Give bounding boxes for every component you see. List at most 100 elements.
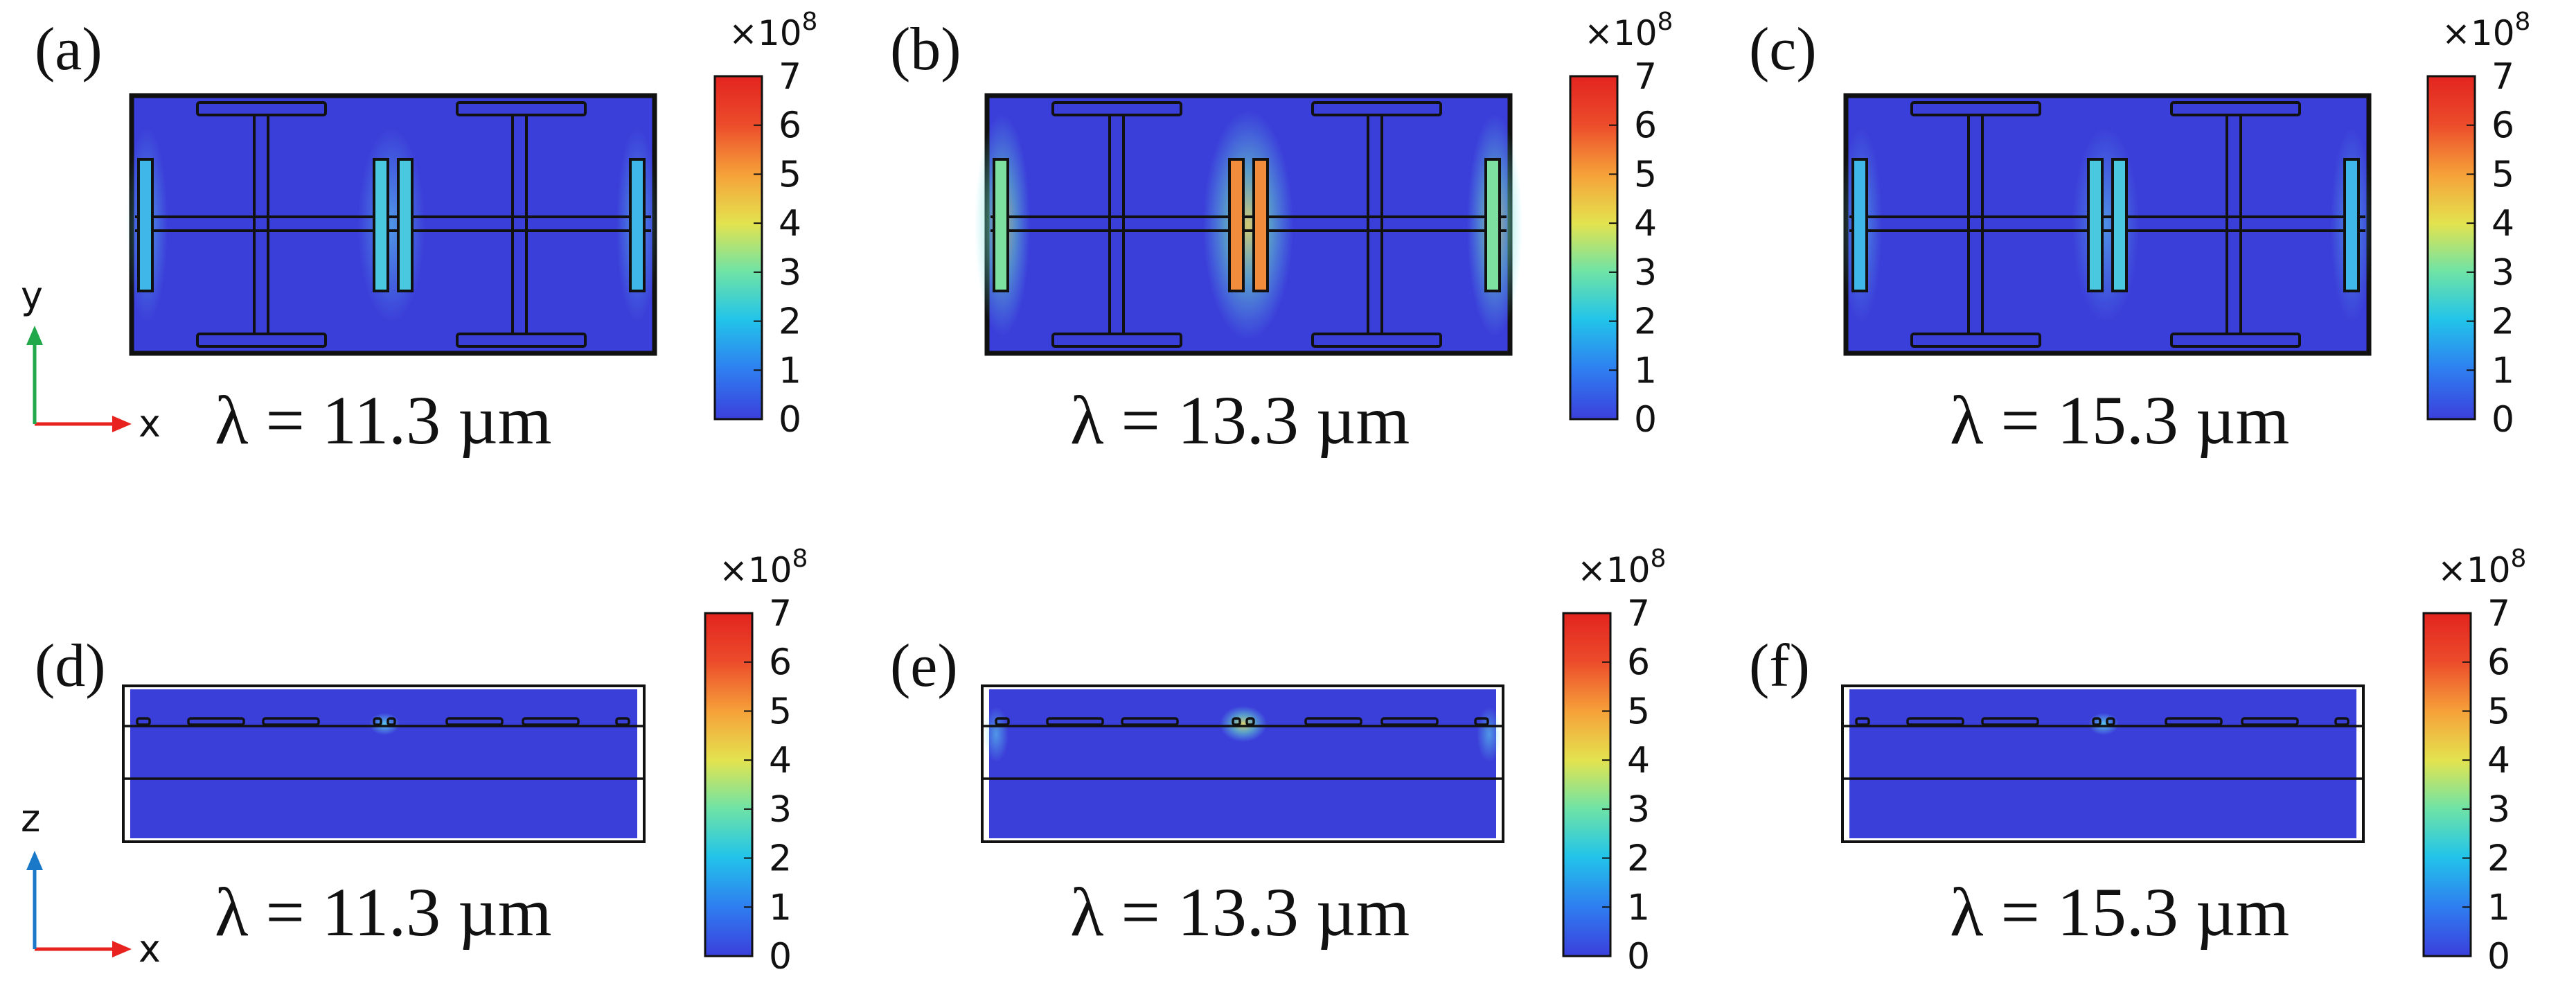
panel-label-e: (e) — [890, 633, 958, 700]
colorbar-gradient — [704, 612, 754, 957]
colorbar-tick-label: 5 — [769, 691, 792, 732]
colorbar-tick-label: 3 — [779, 252, 801, 294]
colorbar-tick-label: 6 — [1634, 105, 1657, 147]
colorbar: 0 1 2 3 4 5 6 7×108 — [713, 8, 817, 441]
colorbar-tick-label: 6 — [769, 642, 792, 684]
colorbar-tick-label: 5 — [779, 154, 801, 195]
slot-resonators — [1851, 158, 2360, 292]
resonator-outline — [1849, 101, 2365, 348]
field-glow — [1203, 111, 1293, 339]
colorbar-tick-label: 4 — [1634, 203, 1657, 245]
colorbar-tick-label: 1 — [2491, 350, 2514, 391]
colorbar-tick-label: 1 — [2487, 887, 2510, 928]
panel-label-b: (b) — [890, 16, 961, 83]
x-axis-letter: x — [139, 927, 161, 971]
field-glow — [984, 707, 1009, 762]
colorbar-tick-label: 7 — [1634, 56, 1657, 98]
colorbar-tick-label: 6 — [1627, 642, 1650, 684]
field-map-xz-d — [130, 689, 637, 838]
colorbar-gradient — [2426, 75, 2476, 421]
colorbar-tick-label: 5 — [1634, 154, 1657, 195]
colorbar-gradient — [713, 75, 763, 421]
x-arrow-head-icon — [112, 941, 132, 957]
z-axis-letter: z — [21, 797, 40, 840]
colorbar-tick-label: 1 — [1627, 887, 1650, 928]
z-arrow-head-icon — [26, 851, 43, 870]
colorbar-gradient — [1562, 612, 1612, 957]
colorbar-tick-label: 7 — [779, 56, 801, 98]
x-arrow-head-icon — [112, 416, 132, 432]
wavelength-label-f: λ = 15.3 µm — [1950, 874, 2289, 951]
resonator-outline — [991, 101, 1507, 348]
colorbar-tick-label: 2 — [2491, 301, 2514, 343]
colorbar: 0 1 2 3 4 5 6 7×108 — [1562, 545, 1666, 978]
resonator-outline — [135, 101, 651, 348]
colorbar-tick-label: 0 — [769, 936, 792, 978]
colorbar-tick-label: 4 — [769, 740, 792, 781]
colorbar-tick-label: 0 — [1634, 399, 1657, 441]
colorbar-exponent: 8 — [1651, 545, 1667, 573]
colorbar-tick-label: 1 — [779, 350, 801, 391]
colorbar-gradient — [2422, 612, 2472, 957]
field-glow — [2072, 128, 2139, 322]
y-axis-letter: y — [21, 274, 43, 317]
layer-interfaces — [982, 717, 1503, 780]
colorbar-multiplier: ×108 — [2442, 8, 2530, 53]
colorbar-tick-label: 4 — [1627, 740, 1650, 781]
colorbar-multiplier: ×108 — [1584, 8, 1673, 53]
axis-indicator-xz: x z — [21, 797, 161, 971]
colorbar-tick-label: 5 — [2487, 691, 2510, 732]
wavelength-label-a: λ = 11.3 µm — [215, 382, 552, 459]
colorbar-tick-label: 2 — [1634, 301, 1657, 343]
colorbar-tick-label: 6 — [2491, 105, 2514, 147]
wavelength-label-c: λ = 15.3 µm — [1950, 382, 2289, 459]
colorbar-tick-label: 0 — [779, 399, 801, 441]
panel-label-a: (a) — [35, 16, 103, 83]
colorbar-tick-label: 2 — [779, 301, 801, 343]
colorbar-tick-label: 0 — [2487, 936, 2510, 978]
layer-interfaces — [123, 717, 644, 780]
colorbar-tick-label: 6 — [2487, 642, 2510, 684]
colorbar-tick-label: 3 — [769, 789, 792, 831]
field-glow — [1477, 707, 1502, 762]
colorbars: 01234567×10801234567×10801234567×1080123… — [704, 8, 2530, 978]
y-arrow-head-icon — [26, 326, 43, 345]
colorbar-exponent: 8 — [1658, 8, 1673, 36]
panel-label-f: (f) — [1749, 633, 1810, 700]
colorbar-tick-label: 7 — [1627, 593, 1650, 635]
panel-label-c: (c) — [1749, 16, 1817, 83]
colorbar-tick-label: 1 — [1634, 350, 1657, 391]
colorbar-tick-label: 2 — [769, 838, 792, 880]
colorbar: 0 1 2 3 4 5 6 7×108 — [1569, 8, 1673, 441]
colorbar-tick-label: 3 — [1627, 789, 1650, 831]
panel-f: (f) λ = 15.3 µm — [1749, 633, 2365, 951]
panel-label-d: (d) — [35, 633, 106, 700]
colorbar-multiplier: ×108 — [1577, 545, 1666, 590]
x-axis-letter: x — [139, 402, 161, 445]
colorbar-tick-label: 4 — [779, 203, 801, 245]
colorbar-tick-label: 4 — [2487, 740, 2510, 781]
colorbar-tick-label: 3 — [2491, 252, 2514, 294]
axis-indicator-xy: x y — [21, 274, 161, 445]
field-glow — [358, 128, 425, 322]
colorbar-tick-label: 7 — [2491, 56, 2514, 98]
panel-b: (b) λ = 13.3 µm — [890, 16, 1522, 459]
colorbar: 0 1 2 3 4 5 6 7×108 — [2426, 8, 2530, 441]
colorbar: 0 1 2 3 4 5 6 7×108 — [2422, 545, 2526, 978]
wavelength-label-d: λ = 11.3 µm — [215, 874, 552, 951]
colorbar-multiplier: ×108 — [2437, 545, 2526, 590]
field-glow — [1220, 706, 1267, 742]
colorbar-tick-label: 3 — [2487, 789, 2510, 831]
panel-d: (d) λ = 11.3 µm — [35, 633, 646, 951]
wavelength-label-b: λ = 13.3 µm — [1070, 382, 1410, 459]
colorbar-exponent: 8 — [2511, 545, 2527, 573]
colorbar-tick-label: 3 — [1634, 252, 1657, 294]
panel-e: (e) λ = 13.3 µm — [890, 633, 1504, 951]
wavelength-label-e: λ = 13.3 µm — [1070, 874, 1410, 951]
field-map-xz-f — [1849, 689, 2356, 838]
colorbar-exponent: 8 — [802, 8, 818, 36]
colorbar-multiplier: ×108 — [729, 8, 817, 53]
colorbar-tick-label: 4 — [2491, 203, 2514, 245]
colorbar-tick-label: 0 — [1627, 936, 1650, 978]
